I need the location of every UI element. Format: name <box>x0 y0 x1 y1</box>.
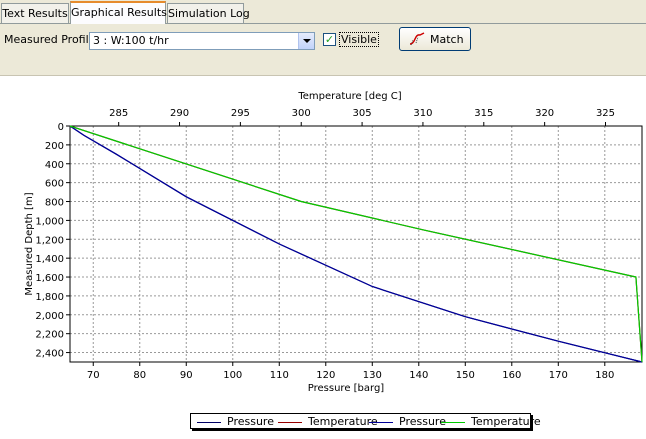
tab-label: Graphical Results <box>71 6 167 19</box>
measured-profile-select[interactable]: 3 : W:100 t/hr <box>89 32 315 50</box>
match-button[interactable]: Match <box>399 27 471 51</box>
y-axis-tick-label: 0 <box>58 122 64 133</box>
legend-swatch <box>369 422 393 423</box>
x2-axis-tick-label: 315 <box>474 108 493 119</box>
x2-axis-tick-label: 295 <box>231 108 250 119</box>
x-axis-tick-label: 80 <box>133 370 146 381</box>
y-axis-tick-label: 1,600 <box>35 273 64 284</box>
legend-label: Temperature <box>471 415 541 428</box>
x-axis-tick-label: 100 <box>223 370 242 381</box>
y-axis-tick-label: 2,000 <box>35 311 64 322</box>
x2-axis-tick-label: 300 <box>292 108 311 119</box>
x-axis-tick-label: 180 <box>595 370 614 381</box>
x2-axis-tick-label: 305 <box>353 108 372 119</box>
y-axis-tick-label: 800 <box>45 198 64 209</box>
measured-profile-value: 3 : W:100 t/hr <box>93 34 169 47</box>
y-axis-tick-label: 1,800 <box>35 292 64 303</box>
x-axis-tick-label: 70 <box>87 370 100 381</box>
y-axis-tick-label: 600 <box>45 179 64 190</box>
x-axis-tick-label: 90 <box>180 370 193 381</box>
tab-text-results[interactable]: Text Results <box>1 3 69 23</box>
x-axis-tick-label: 140 <box>409 370 428 381</box>
y-axis-tick-label: 200 <box>45 141 64 152</box>
x-axis-title: Pressure [barg] <box>308 383 385 394</box>
x2-axis-tick-label: 285 <box>109 108 128 119</box>
x-axis-tick-label: 170 <box>549 370 568 381</box>
legend-swatch <box>197 422 221 423</box>
tab-label: Simulation Log <box>168 7 250 20</box>
legend-swatch <box>278 422 302 423</box>
plot-frame <box>69 125 643 363</box>
x-axis-tick-label: 150 <box>456 370 475 381</box>
y-axis-tick-label: 2,200 <box>35 330 64 341</box>
x2-axis-tick-label: 290 <box>170 108 189 119</box>
legend-swatch <box>441 422 465 423</box>
x2-axis-tick-label: 310 <box>413 108 432 119</box>
visible-checkbox[interactable]: ✓ <box>323 33 336 46</box>
plot-background <box>70 126 642 362</box>
x-axis-tick-label: 110 <box>270 370 289 381</box>
x2-axis-title: Temperature [deg C] <box>297 91 401 102</box>
measured-profile-label: Measured Profile <box>4 33 96 46</box>
toolbar: Measured Profile 3 : W:100 t/hr ✓ Visibl… <box>0 24 646 76</box>
x-axis-tick-label: 160 <box>502 370 521 381</box>
series-line <box>69 125 643 363</box>
legend-label: Pressure <box>227 415 274 428</box>
x-axis-tick-label: 130 <box>363 370 382 381</box>
y-axis-tick-label: 1,400 <box>35 254 64 265</box>
y-axis-tick-label: 1,200 <box>35 235 64 246</box>
legend: Pressure Temperature Pressure Temperatur… <box>190 413 541 429</box>
x-axis-tick-label: 120 <box>316 370 335 381</box>
tab-graphical-results[interactable]: Graphical Results <box>70 1 167 24</box>
tab-simulation-log[interactable]: Simulation Log <box>167 3 250 23</box>
y-axis-title: Measured Depth [m] <box>24 192 35 295</box>
depth-profile-chart[interactable]: 70 80 90 100 110 120 130 140 150 160 170 180 285 290 2… <box>0 76 646 411</box>
match-button-label: Match <box>430 33 464 46</box>
legend-label: Pressure <box>399 415 446 428</box>
series-line <box>69 125 643 363</box>
tab-label: Text Results <box>2 7 68 20</box>
legend-label: Temperature <box>308 415 378 428</box>
visible-label[interactable]: Visible <box>339 32 379 47</box>
match-curve-icon <box>409 32 425 46</box>
y-axis-tick-label: 1,000 <box>35 216 64 227</box>
x2-axis-tick-label: 320 <box>535 108 554 119</box>
chevron-down-icon[interactable] <box>298 33 314 49</box>
tab-strip: Text Results Graphical Results Simulatio… <box>0 0 646 24</box>
y-axis-tick-label: 2,400 <box>35 349 64 360</box>
y-axis-tick-label: 400 <box>45 160 64 171</box>
chart-area: 70 80 90 100 110 120 130 140 150 160 170 180 285 290 2… <box>0 76 646 439</box>
x2-axis-tick-label: 325 <box>596 108 615 119</box>
